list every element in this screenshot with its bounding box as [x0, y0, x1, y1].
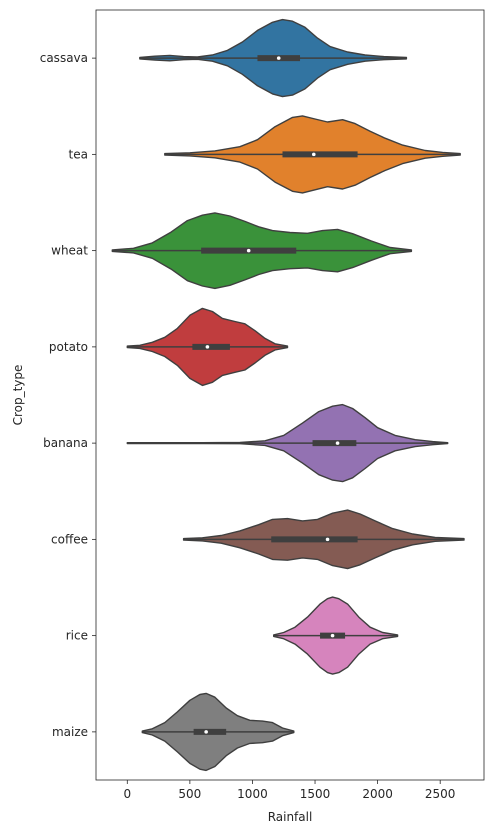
y-tick-label: cassava [40, 51, 88, 65]
x-axis: 0 500 1000 1500 2000 2500 [123, 780, 455, 801]
median-dot-tea [311, 152, 316, 157]
x-tick-label: 2500 [425, 787, 456, 801]
iqr-box-maize [193, 728, 227, 735]
median-dot-potato [205, 345, 210, 349]
x-tick-label: 1000 [237, 787, 268, 801]
x-tick-label: 2000 [362, 787, 393, 801]
iqr-box-coffee [271, 536, 358, 543]
median-dot-rice [330, 633, 335, 638]
median-dot-wheat [246, 248, 251, 253]
median-dot-maize [204, 730, 208, 734]
y-axis: cassava tea wheat potato banana coffee rice mai… [40, 51, 96, 739]
y-axis-label: Crop_type [11, 365, 25, 426]
x-tick-label: 500 [178, 787, 201, 801]
y-tick-label: potato [49, 340, 88, 354]
violins [111, 18, 465, 772]
iqr-box-banana [312, 440, 357, 447]
y-tick-label: maize [52, 725, 88, 739]
plot-frame [95, 9, 485, 781]
x-axis-label: Rainfall [268, 810, 313, 824]
x-tick-label: 0 [123, 787, 131, 801]
y-tick-label: tea [69, 147, 88, 161]
y-tick-label: wheat [51, 244, 88, 258]
y-tick-label: rice [66, 629, 88, 643]
median-dot-cassava [276, 56, 281, 60]
median-dot-banana [335, 441, 340, 445]
x-tick-label: 1500 [300, 787, 331, 801]
y-tick-label: coffee [51, 532, 88, 546]
iqr-box-potato [192, 343, 230, 350]
y-tick-label: banana [43, 436, 88, 450]
median-dot-coffee [325, 537, 330, 542]
iqr-box-tea [282, 151, 358, 158]
